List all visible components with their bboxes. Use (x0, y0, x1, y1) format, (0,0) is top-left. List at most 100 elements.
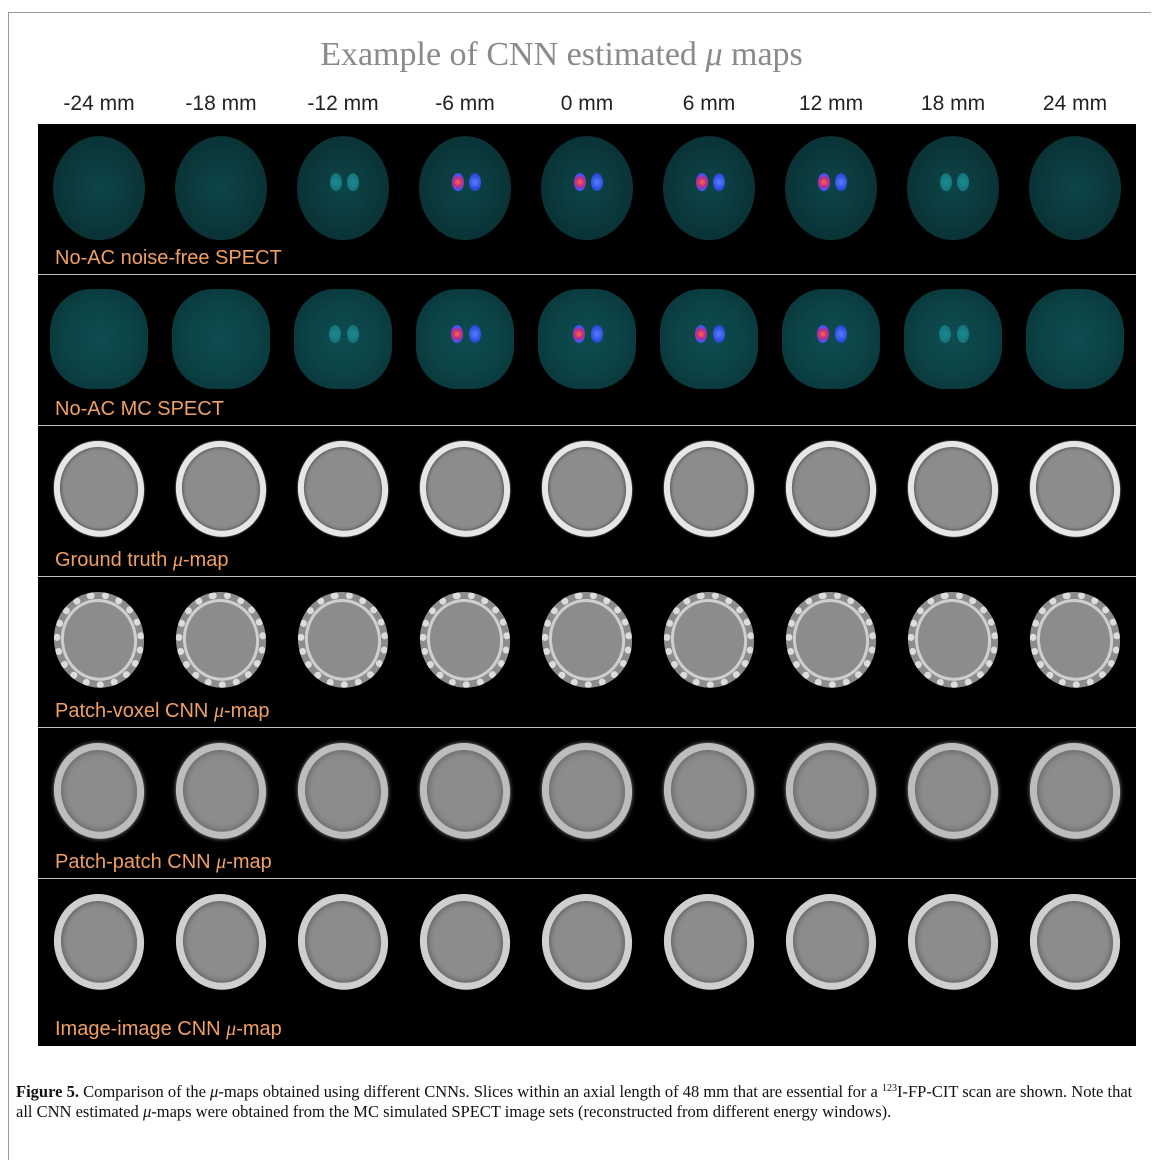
mu-map-slice-image (290, 886, 396, 997)
scan-slice (648, 275, 770, 395)
image-panel: No-AC noise-free SPECT No-AC MC SPECT Gr… (38, 124, 1136, 1046)
striatum-hotspot (590, 325, 603, 343)
row-label-mu: μ (226, 1018, 237, 1040)
spect-slice-image (785, 136, 877, 241)
mu-map-slice-image (290, 433, 396, 544)
scan-slice (282, 577, 404, 697)
scan-slice (892, 879, 1014, 999)
scan-slice (404, 577, 526, 697)
striatum-hotspot (956, 325, 969, 343)
striatum-hotspot (329, 325, 342, 343)
scan-slice (282, 879, 404, 999)
slice-label: -18 mm (185, 92, 257, 115)
caption-mu: μ (142, 1102, 152, 1121)
striatum-hotspot (330, 173, 343, 192)
mu-map-slice-image (534, 886, 640, 997)
row-label-suffix: -map (182, 549, 229, 571)
mu-map-slice-image (778, 584, 884, 695)
mu-map-slice-image (900, 886, 1006, 997)
image-row: No-AC noise-free SPECT (38, 124, 1136, 275)
slice-label: 24 mm (1042, 92, 1108, 115)
spect-slice-image (907, 136, 999, 241)
row-label-text: No-AC MC SPECT (55, 398, 224, 420)
spect-slice-image (904, 289, 1002, 389)
image-row: No-AC MC SPECT (38, 275, 1136, 426)
scan-slice (526, 728, 648, 848)
striatum-hotspot (940, 173, 953, 192)
mu-map-slice-image (534, 735, 640, 846)
scan-slice (38, 577, 160, 697)
scan-slice (770, 124, 892, 244)
row-label: No-AC MC SPECT (55, 398, 224, 421)
scan-slice (282, 124, 404, 244)
mu-map-slice-image (778, 735, 884, 846)
spect-slice-image (782, 289, 880, 389)
mu-map-slice-image (534, 584, 640, 695)
row-cells (38, 879, 1136, 999)
scan-slice (648, 426, 770, 546)
scan-slice (404, 124, 526, 244)
row-cells (38, 728, 1136, 848)
spect-slice-image (1029, 136, 1121, 241)
scan-slice (770, 879, 892, 999)
row-label-text: Patch-patch CNN (55, 851, 217, 873)
spect-slice-image (175, 136, 267, 241)
figure-title: Example of CNN estimated μ maps (0, 36, 1123, 74)
scan-slice (892, 577, 1014, 697)
striatum-hotspot (346, 173, 359, 192)
row-label-text: Patch-voxel CNN (55, 700, 214, 722)
scan-slice (892, 426, 1014, 546)
row-label-mu: μ (172, 549, 183, 571)
mu-map-slice-image (1022, 584, 1128, 695)
striatum-hotspot (939, 325, 952, 343)
striatum-hotspot (590, 173, 603, 192)
scan-slice (770, 728, 892, 848)
scan-slice (1014, 124, 1136, 244)
caption-label: Figure 5. (16, 1082, 79, 1101)
mu-map-slice-image (412, 584, 518, 695)
caption-superscript: 123 (882, 1083, 897, 1094)
caption-mu: μ (210, 1082, 219, 1101)
scan-slice (770, 577, 892, 697)
mu-map-slice-image (656, 433, 762, 544)
scan-slice (526, 275, 648, 395)
spect-slice-image (172, 289, 270, 389)
caption-text: Comparison of the (78, 1082, 211, 1101)
mu-map-slice-image (1022, 886, 1128, 997)
mu-map-slice-image (412, 886, 518, 997)
scan-slice (1014, 577, 1136, 697)
row-label: Patch-patch CNN μ-map (55, 851, 272, 874)
mu-map-slice-image (778, 886, 884, 997)
striatum-hotspot (817, 325, 830, 343)
scan-slice (38, 275, 160, 395)
striatum-hotspot (956, 173, 969, 192)
spect-slice-image (1026, 289, 1124, 389)
scan-slice (526, 124, 648, 244)
scan-slice (648, 728, 770, 848)
slice-labels: -24 mm -18 mm -12 mm -6 mm 0 mm 6 mm 12 … (38, 92, 1136, 122)
spect-slice-image (50, 289, 148, 389)
mu-map-slice-image (290, 584, 396, 695)
mu-map-slice-image (900, 735, 1006, 846)
row-label: Patch-voxel CNN μ-map (55, 700, 270, 723)
row-label: Ground truth μ-map (55, 549, 228, 572)
scan-slice (282, 426, 404, 546)
mu-map-slice-image (412, 735, 518, 846)
row-cells (38, 577, 1136, 697)
striatum-hotspot (573, 325, 586, 343)
slice-label: -12 mm (307, 92, 379, 115)
mu-map-slice-image (168, 886, 274, 997)
scan-slice (160, 275, 282, 395)
figure-caption: Figure 5. Comparison of the μ-maps obtai… (16, 1082, 1136, 1122)
scan-slice (892, 124, 1014, 244)
striatum-hotspot (468, 325, 481, 343)
image-row: Image-image CNN μ-map (38, 879, 1136, 1045)
scan-slice (38, 879, 160, 999)
mu-map-slice-image (46, 735, 152, 846)
mu-map-slice-image (412, 433, 518, 544)
striatum-hotspot (818, 173, 831, 192)
mu-map-slice-image (656, 584, 762, 695)
scan-slice (892, 275, 1014, 395)
spect-slice-image (541, 136, 633, 241)
striatum-hotspot (696, 173, 709, 192)
